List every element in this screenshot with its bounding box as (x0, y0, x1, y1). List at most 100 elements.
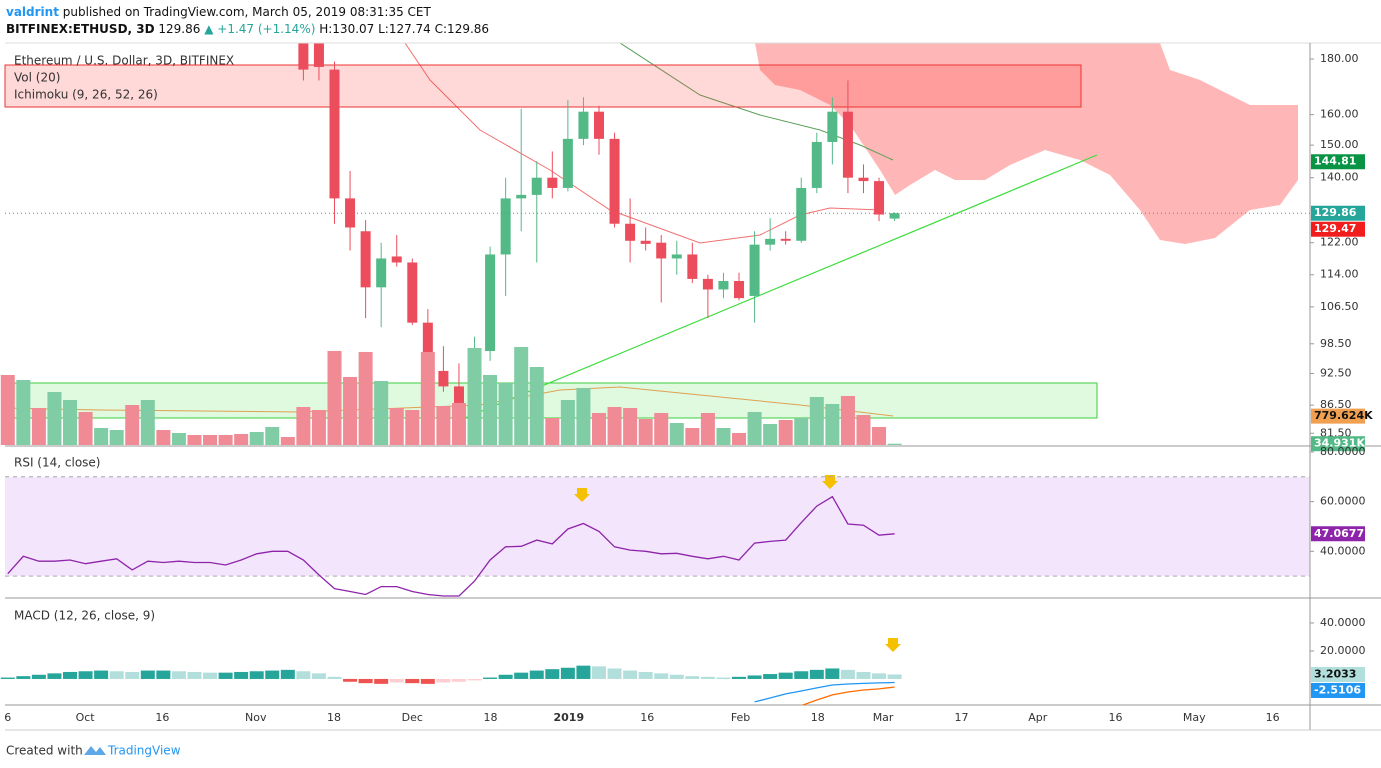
y-tick-label: 81.50 (1320, 426, 1352, 439)
x-tick-label: 2019 (553, 711, 584, 724)
volume-legend: Vol (20) (14, 71, 60, 85)
price-pane (0, 43, 902, 445)
symbol: BITFINEX:ETHUSD, 3D (6, 22, 155, 36)
macd-histogram-bar (420, 678, 435, 684)
y-tick-label: 20.0000 (1320, 644, 1366, 657)
macd-histogram-bar (763, 674, 778, 679)
x-tick-label: 16 (155, 711, 169, 724)
signal-arrow (822, 475, 838, 489)
candle-body (780, 238, 791, 241)
y-tick-label: 40.0000 (1320, 544, 1366, 557)
price-tag-label: 3.2033 (1314, 667, 1356, 680)
volume-bar (840, 395, 855, 445)
volume-bar (311, 409, 326, 445)
volume-bar (451, 402, 466, 445)
macd-histogram-bar (140, 670, 155, 679)
candle-body (796, 187, 807, 241)
y-tick-label: 114.00 (1320, 268, 1359, 281)
macd-histogram-bar (514, 672, 529, 679)
macd-histogram-bar (887, 674, 902, 679)
candle-body (313, 43, 324, 67)
x-tick-label: Dec (402, 711, 423, 724)
macd-histogram-bar (311, 673, 326, 679)
macd-histogram-bar (234, 671, 249, 679)
volume-bar (63, 399, 78, 445)
macd-histogram-bar (529, 670, 544, 679)
y-tick-label: 60.0000 (1320, 495, 1366, 508)
volume-bar (700, 412, 715, 445)
candle-body (656, 242, 667, 259)
price-tag (1311, 436, 1365, 452)
macd-histogram-bar (840, 669, 855, 679)
macd-histogram-bar (389, 678, 404, 683)
macd-histogram-bar (171, 671, 186, 679)
x-tick-label: 16 (1266, 711, 1280, 724)
macd-histogram-bar (31, 674, 46, 679)
price-legend: Ethereum / U.S. Dollar, 3D, BITFINEX (14, 54, 234, 68)
macd-histogram-bar (700, 676, 715, 679)
y-tick-label: 180.00 (1320, 52, 1359, 65)
macd-pane (0, 665, 902, 705)
volume-bar (94, 427, 109, 445)
macd-histogram-bar (716, 677, 731, 679)
macd-histogram-bar (732, 676, 747, 679)
x-tick-label: Nov (245, 711, 267, 724)
macd-histogram-bar (265, 670, 280, 679)
volume-bar (296, 406, 311, 445)
volume-bar (203, 434, 218, 445)
macd-histogram-bar (669, 674, 684, 679)
volume-bar (343, 376, 358, 445)
macd-line (754, 681, 895, 703)
volume-bar (856, 414, 871, 445)
price-tag-label: 129.86 (1314, 206, 1357, 219)
y-tick-label: 140.00 (1320, 171, 1359, 184)
price-tag (1311, 205, 1365, 221)
footer-brand[interactable]: TradingView (107, 744, 181, 758)
price-tag-label: 779.624K (1314, 409, 1373, 422)
rsi-legend: RSI (14, close) (14, 456, 100, 470)
volume-bar (483, 374, 498, 445)
volume-bar (638, 418, 653, 445)
macd-legend: MACD (12, 26, close, 9) (14, 609, 155, 623)
macd-histogram-bar (187, 671, 202, 679)
signal-arrow (574, 488, 590, 502)
volume-bar (405, 409, 420, 445)
trend-line[interactable] (464, 154, 1098, 419)
macd-histogram-bar (638, 671, 653, 679)
author[interactable]: valdrint (6, 5, 59, 19)
hlc: H:130.07 L:127.74 C:129.86 (319, 22, 489, 36)
volume-bar (78, 411, 93, 445)
resistance-zone[interactable] (4, 64, 1082, 108)
signal-arrow (885, 638, 901, 652)
volume-bar (280, 436, 295, 445)
price-tag (1311, 666, 1365, 682)
candle-body (874, 181, 885, 215)
candle-body (485, 254, 496, 352)
candle-body (422, 322, 433, 366)
x-tick-label: 18 (811, 711, 825, 724)
macd-histogram-bar (358, 678, 373, 684)
candle-body (702, 278, 713, 290)
candle-body (687, 254, 698, 279)
x-tick-label: 6 (4, 711, 11, 724)
macd-histogram-bar (872, 673, 887, 679)
x-tick-label: 16 (640, 711, 654, 724)
macd-line (800, 686, 895, 705)
volume-bar (514, 346, 529, 445)
last: 129.86 (158, 22, 200, 36)
support-zone[interactable] (4, 382, 1098, 419)
candle-body (625, 223, 636, 241)
candle-body (593, 111, 604, 139)
volume-bar (716, 427, 731, 445)
macd-histogram-bar (607, 668, 622, 679)
volume-bar (31, 407, 46, 445)
volume-bar (825, 403, 840, 445)
ichimoku (404, 43, 1298, 244)
volume-bar (732, 432, 747, 445)
y-tick-label: 160.00 (1320, 108, 1359, 121)
macd-histogram-bar (405, 678, 420, 684)
change: ▲ +1.47 (+1.14%) (204, 22, 315, 36)
macd-histogram-bar (545, 669, 560, 679)
candle-body (376, 258, 387, 288)
